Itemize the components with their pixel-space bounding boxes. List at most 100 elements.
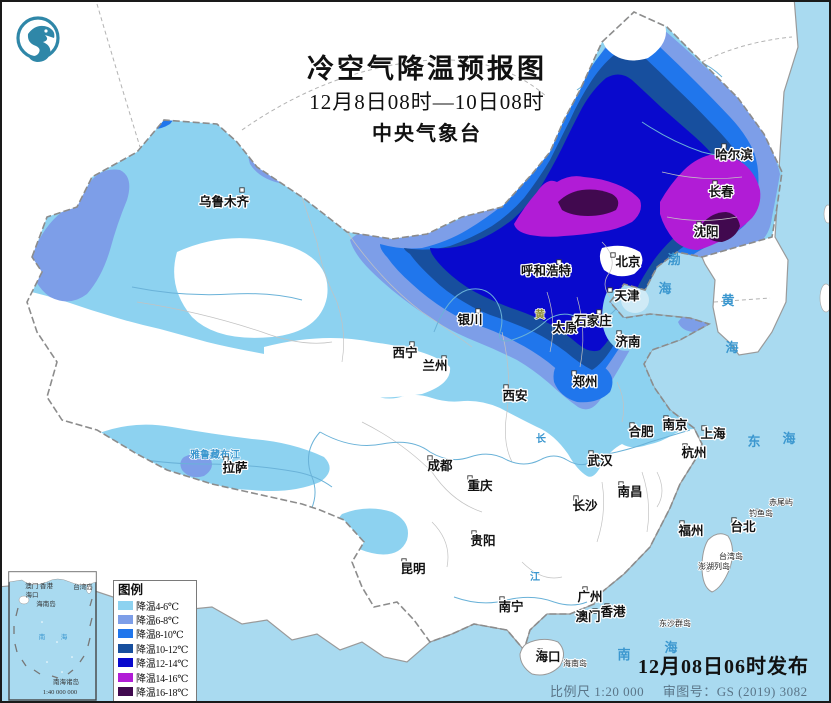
map-notes: 比例尺 1:20 000 000 审图号：GS (2019) 3082号 xyxy=(550,681,813,701)
city-label: 上海 xyxy=(700,426,726,441)
city-label: 福州 xyxy=(677,523,703,538)
city-marker xyxy=(467,475,473,481)
city-marker xyxy=(712,180,718,186)
city-marker xyxy=(475,308,481,314)
cma-logo xyxy=(16,16,60,62)
inset-label: 台湾岛 xyxy=(73,582,93,591)
sea-labels: 渤海黄海东 海南海 xyxy=(617,252,795,662)
city-label: 合肥 xyxy=(628,424,654,439)
river-label: 黄 xyxy=(535,308,545,321)
inset-label: 海口 xyxy=(26,590,39,599)
island-label: 海南岛 xyxy=(563,658,587,668)
city-label: 武汉 xyxy=(587,453,613,468)
island-label: 台湾岛 xyxy=(719,551,743,561)
city-marker xyxy=(441,355,447,361)
city-label: 兰州 xyxy=(422,358,447,373)
city-label: 郑州 xyxy=(572,374,597,389)
legend-rows: 降温4-6℃ 降温6-8℃ 降温8-10℃ 降温10-12℃ 降温12-14℃ 降温14-… xyxy=(118,598,193,699)
city-marker xyxy=(409,341,415,347)
city-label: 济南 xyxy=(615,334,641,349)
city-marker xyxy=(610,252,616,258)
sea-label: 黄 xyxy=(721,293,734,308)
city-marker xyxy=(499,596,505,602)
city-label: 南京 xyxy=(662,417,688,432)
city-marker xyxy=(721,143,727,149)
city-marker xyxy=(679,520,685,526)
city-label: 银川 xyxy=(457,312,482,327)
city-label: 澳门 xyxy=(575,609,600,624)
sea-label: 渤 xyxy=(667,252,680,267)
inset-label: 南海诸岛 xyxy=(53,677,79,686)
city-marker xyxy=(571,316,577,322)
city-marker xyxy=(537,648,543,654)
legend-label: 降温16-18℃ xyxy=(136,688,189,700)
city-label: 重庆 xyxy=(467,478,493,493)
legend-swatch xyxy=(118,600,133,610)
city-label: 石家庄 xyxy=(573,313,612,328)
china-border xyxy=(26,11,783,652)
city-label: 长春 xyxy=(708,184,734,199)
city-label: 贵阳 xyxy=(470,533,495,548)
city-marker xyxy=(618,481,624,487)
city-label: 拉萨 xyxy=(222,460,248,475)
city-marker xyxy=(556,259,562,265)
no-cooling-hole xyxy=(174,238,328,338)
layer-16-18 xyxy=(558,189,740,242)
bohai-sea xyxy=(621,287,649,313)
city-label: 成都 xyxy=(427,458,453,473)
city-label: 广州 xyxy=(577,589,602,604)
city-marker xyxy=(596,309,602,315)
city-marker xyxy=(663,415,669,421)
city-marker xyxy=(682,443,688,449)
legend-swatch xyxy=(118,643,133,653)
city-marker xyxy=(731,517,737,523)
review-number: 审图号：GS (2019) 3082号 xyxy=(662,684,808,699)
legend-item: 降温12-14℃ xyxy=(118,656,193,670)
nine-dash-line xyxy=(13,598,93,679)
legend-swatch xyxy=(118,672,133,682)
inset-label: 海 xyxy=(61,632,68,641)
inset-label: 南 xyxy=(39,632,46,641)
city-marker xyxy=(592,608,598,614)
city-marker xyxy=(588,450,594,456)
river-label: 雅鲁藏布江 xyxy=(190,448,240,461)
city-marker xyxy=(573,495,579,501)
legend-item: 降温8-10℃ xyxy=(118,627,193,641)
city-marker xyxy=(582,586,588,592)
legend-label: 降温4-6℃ xyxy=(136,601,179,613)
city-label: 杭州 xyxy=(681,445,706,460)
island-label: 赤尾屿 xyxy=(769,498,793,507)
scale-label: 比例尺 1:20 000 000 xyxy=(550,684,645,701)
island-label: 钓鱼岛 xyxy=(749,508,773,518)
city-label: 西宁 xyxy=(392,345,417,360)
legend-item: 降温6-8℃ xyxy=(118,612,193,627)
city-label: 哈尔滨 xyxy=(715,147,753,162)
sea-label: 海 xyxy=(658,281,671,296)
legend: 图例 降温4-6℃ 降温6-8℃ 降温8-10℃ 降温10-12℃ 降温12-14℃ 降温… xyxy=(113,580,197,701)
river-label: 长 xyxy=(536,432,547,445)
legend-item: 降温16-18℃ xyxy=(118,684,193,700)
city-label: 南宁 xyxy=(498,599,523,614)
city-marker xyxy=(571,370,577,376)
city-marker xyxy=(503,384,509,390)
foreign-borders xyxy=(96,3,793,303)
legend-swatch xyxy=(118,615,133,625)
hainan-island xyxy=(519,638,564,676)
city-label: 沈阳 xyxy=(693,224,718,239)
legend-title: 图例 xyxy=(118,583,144,597)
inset-label: 1:40 000 000 xyxy=(43,689,77,696)
inset-label: 澳门 香港 xyxy=(25,581,53,590)
sea-label: 南 xyxy=(617,647,630,662)
title-block: 冷空气降温预报图 12月8日08时—10日08时 中央气象台 xyxy=(182,52,672,150)
city-label: 海口 xyxy=(535,649,560,664)
sea-label: 东 xyxy=(747,434,760,449)
map-title: 冷空气降温预报图 xyxy=(307,54,547,84)
legend-swatch xyxy=(118,658,133,668)
japan-islet xyxy=(819,283,829,313)
city-marker xyxy=(696,221,702,227)
